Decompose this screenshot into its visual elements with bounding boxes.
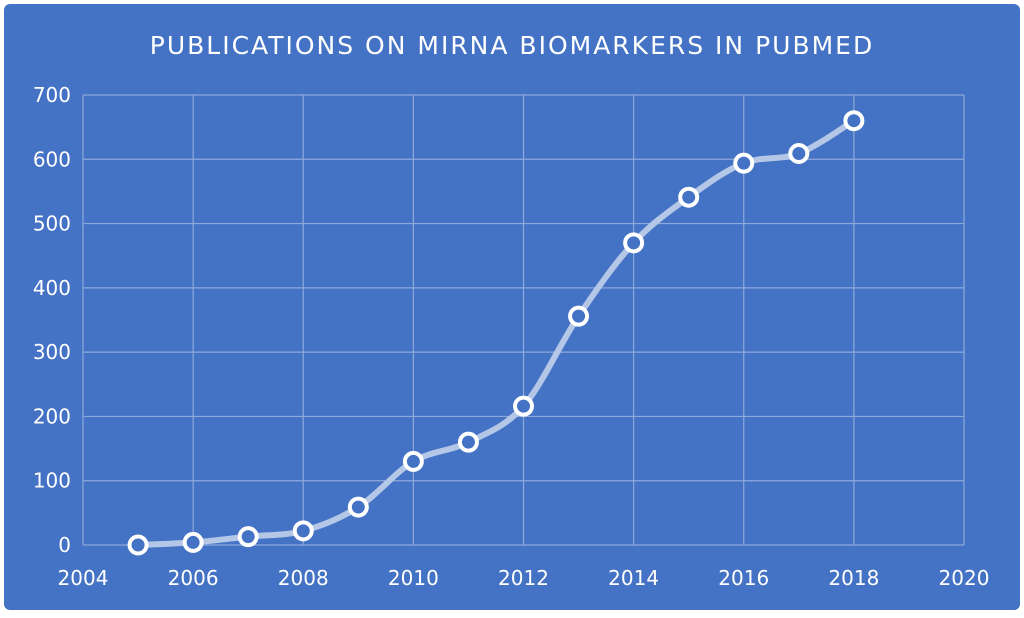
chart-container: PUBLICATIONS ON MIRNA BIOMARKERS IN PUBM… <box>4 4 1020 610</box>
y-tick-label: 700 <box>33 83 71 107</box>
x-tick-label: 2016 <box>718 566 769 590</box>
y-tick-label: 600 <box>33 147 71 171</box>
data-point <box>457 431 479 453</box>
data-point <box>292 520 314 542</box>
x-tick-label: 2004 <box>58 566 109 590</box>
y-tick-label: 300 <box>33 340 71 364</box>
x-tick-label: 2012 <box>498 566 549 590</box>
x-gridlines <box>82 95 965 545</box>
chart-title: PUBLICATIONS ON MIRNA BIOMARKERS IN PUBM… <box>150 31 874 60</box>
x-tick-label: 2014 <box>608 566 659 590</box>
data-point <box>402 450 424 472</box>
data-point <box>182 531 204 553</box>
data-point <box>568 305 590 327</box>
y-tick-label: 400 <box>33 276 71 300</box>
data-point <box>513 395 534 417</box>
x-tick-label: 2020 <box>939 566 990 590</box>
data-point <box>127 534 149 556</box>
data-point <box>788 143 810 164</box>
x-tick-label: 2008 <box>278 566 329 590</box>
x-tick-label: 2006 <box>168 566 219 590</box>
y-tick-label: 200 <box>33 404 71 428</box>
line-chart: PUBLICATIONS ON MIRNA BIOMARKERS IN PUBM… <box>33 31 990 590</box>
data-point <box>843 110 865 132</box>
x-axis-tick-labels: 2004 2006 2008 2010 2012 2014 2016 2018 2020 <box>58 566 990 590</box>
data-points <box>127 110 865 556</box>
y-tick-label: 0 <box>58 533 71 557</box>
data-point <box>347 496 369 518</box>
x-tick-label: 2010 <box>388 566 439 590</box>
data-point <box>623 232 645 254</box>
data-point <box>733 152 755 174</box>
y-tick-label: 500 <box>33 212 71 236</box>
data-point <box>678 186 700 208</box>
data-point <box>237 526 259 548</box>
x-tick-label: 2018 <box>828 566 879 590</box>
series-line <box>135 117 857 548</box>
y-axis-tick-labels: 0 100 200 300 400 500 600 700 <box>33 83 71 557</box>
y-tick-label: 100 <box>33 469 71 493</box>
